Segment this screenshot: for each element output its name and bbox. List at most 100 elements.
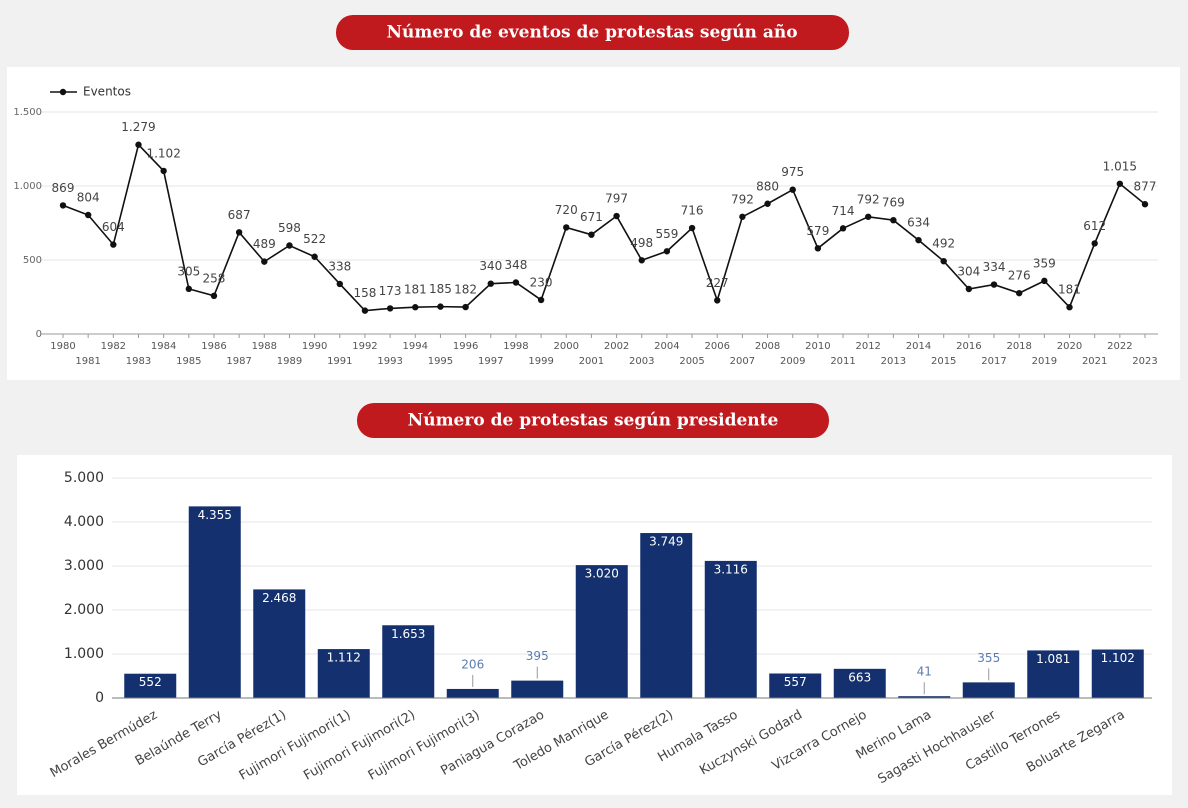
data-label: 185 — [429, 282, 452, 296]
data-label: 1.102 — [1101, 651, 1135, 665]
x-tick-label: 1990 — [302, 341, 327, 352]
data-label: 598 — [278, 221, 301, 235]
data-label: 395 — [526, 649, 549, 663]
data-label: 869 — [52, 181, 75, 195]
y-tick-label: 2.000 — [64, 602, 104, 618]
bar — [575, 565, 628, 698]
point — [739, 213, 746, 220]
data-label: 1.112 — [327, 651, 361, 665]
point — [386, 305, 394, 312]
x-tick-label: 2011 — [830, 356, 855, 367]
data-label: 792 — [731, 192, 754, 206]
data-label: 671 — [580, 210, 603, 224]
x-tick-label: 1984 — [151, 341, 176, 352]
x-tick-label: 1988 — [252, 341, 277, 352]
bar — [124, 673, 177, 698]
x-tick-label: 2013 — [881, 356, 906, 367]
data-label: 797 — [605, 192, 628, 206]
x-tick-label: 2022 — [1107, 341, 1132, 352]
x-tick-label: 1981 — [75, 356, 100, 367]
x-tick-label: 2010 — [805, 341, 830, 352]
data-label: 3.116 — [714, 562, 748, 576]
x-tick-label: 2005 — [679, 356, 704, 367]
point — [688, 224, 696, 232]
x-tick-label: 2023 — [1132, 356, 1157, 367]
data-label: 227 — [706, 276, 729, 290]
x-tick-label: 2015 — [931, 356, 956, 367]
x-tick-label: 2012 — [855, 341, 880, 352]
x-tick-label: 2006 — [705, 341, 730, 352]
data-label: 498 — [630, 236, 653, 250]
x-tick-label: 1994 — [403, 341, 428, 352]
x-tick-label: 1983 — [126, 356, 151, 367]
y-tick-label: 1.000 — [64, 646, 104, 662]
y-tick-label: 1.500 — [13, 107, 42, 118]
data-label: 663 — [848, 670, 871, 684]
data-label: 41 — [917, 665, 932, 679]
data-label: 3.020 — [585, 567, 619, 581]
data-label: 276 — [1008, 269, 1031, 283]
point — [865, 213, 872, 220]
point — [638, 257, 645, 264]
point — [235, 229, 243, 236]
data-label: 305 — [177, 264, 200, 278]
panel — [7, 67, 1180, 380]
data-label: 359 — [1033, 256, 1056, 270]
x-tick-label: 1995 — [428, 356, 453, 367]
bar — [511, 680, 564, 698]
bar — [382, 625, 435, 698]
data-label: 716 — [681, 204, 704, 218]
point — [915, 236, 922, 244]
bar — [188, 506, 241, 698]
point — [814, 245, 822, 252]
point — [965, 285, 973, 293]
data-label: 604 — [102, 220, 125, 234]
data-label: 304 — [957, 265, 980, 279]
bar — [640, 533, 693, 698]
bar — [833, 668, 886, 698]
point — [789, 186, 796, 193]
y-tick-label: 1.000 — [13, 181, 42, 192]
point — [412, 304, 419, 311]
x-tick-label: 2008 — [755, 341, 780, 352]
x-tick-label: 2004 — [654, 341, 679, 352]
data-label: 1.653 — [391, 627, 425, 641]
y-tick-label: 5.000 — [64, 470, 104, 486]
data-label: 4.355 — [198, 508, 232, 522]
point — [135, 141, 142, 148]
bar — [1027, 650, 1080, 698]
x-tick-label: 2001 — [579, 356, 604, 367]
data-label: 181 — [404, 283, 427, 297]
x-tick-label: 1986 — [201, 341, 226, 352]
data-label: 334 — [983, 260, 1006, 274]
point — [663, 248, 671, 255]
point — [537, 296, 545, 304]
data-label: 340 — [479, 259, 502, 273]
point — [1141, 201, 1149, 208]
data-label: 579 — [806, 224, 829, 238]
x-tick-label: 1987 — [226, 356, 251, 367]
title-pill — [336, 15, 849, 50]
point — [890, 216, 897, 224]
data-label: 714 — [832, 204, 855, 218]
y-tick-label: 0 — [36, 329, 42, 340]
point — [512, 279, 520, 286]
chart-title: Número de eventos de protestas según año — [386, 23, 797, 43]
point — [185, 285, 193, 293]
data-label: 258 — [203, 271, 226, 285]
point — [990, 281, 998, 288]
x-tick-label: 1996 — [453, 341, 478, 352]
point — [110, 241, 117, 248]
data-label: 1.102 — [146, 146, 180, 160]
data-label: 612 — [1083, 219, 1106, 233]
legend-label: Eventos — [83, 85, 131, 99]
data-label: 492 — [932, 237, 955, 251]
point — [210, 292, 218, 300]
data-label: 230 — [530, 275, 553, 289]
point — [286, 242, 293, 249]
x-tick-label: 2009 — [780, 356, 805, 367]
data-label: 489 — [253, 237, 276, 251]
data-label: 1.081 — [1036, 652, 1070, 666]
data-label: 355 — [977, 651, 1000, 665]
